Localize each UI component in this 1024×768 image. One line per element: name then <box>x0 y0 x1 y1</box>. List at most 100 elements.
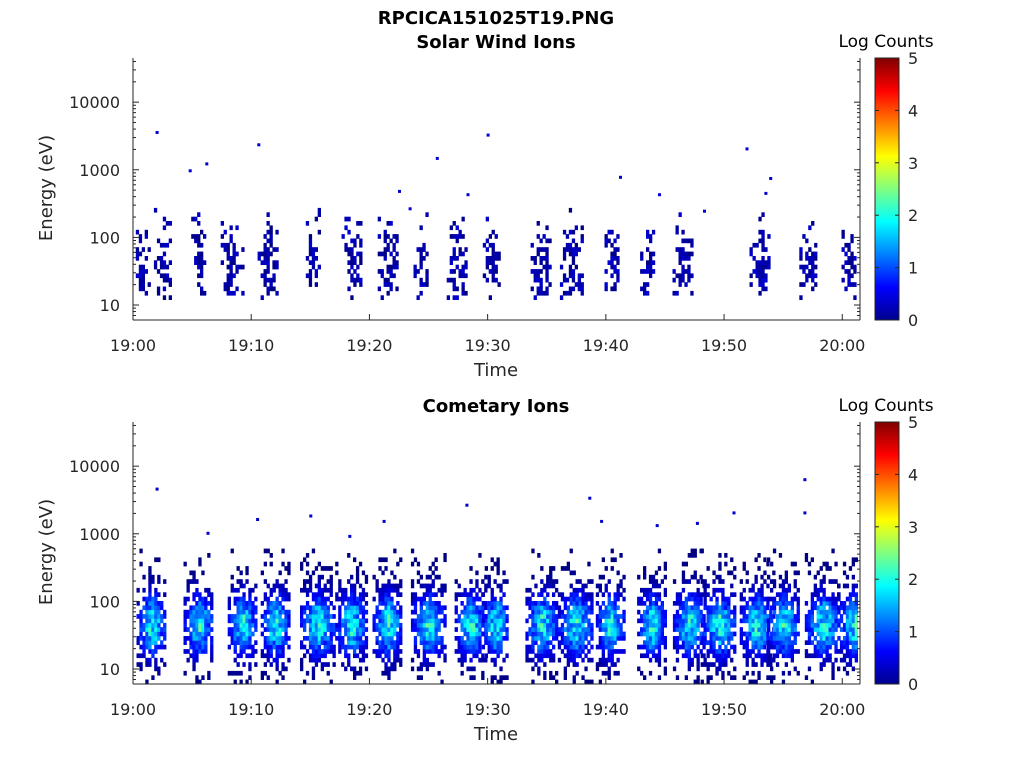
heatmap-cell <box>192 614 196 619</box>
heatmap-cell <box>851 627 855 632</box>
heatmap-cell <box>537 636 541 641</box>
heatmap-cell <box>772 627 777 632</box>
heatmap-cell <box>499 649 503 654</box>
heatmap-cell <box>851 583 855 589</box>
heatmap-cell <box>793 579 797 584</box>
heatmap-cell <box>703 596 707 602</box>
heatmap-cell <box>487 605 491 611</box>
heatmap-cell <box>657 675 662 680</box>
heatmap-cell <box>314 282 318 287</box>
heatmap-cell <box>555 579 559 584</box>
heatmap-cell <box>275 260 279 265</box>
heatmap-cell <box>601 609 605 615</box>
heatmap-cell <box>749 273 753 279</box>
heatmap-cell <box>361 640 366 645</box>
heatmap-cell <box>281 636 285 641</box>
heatmap-cell <box>847 277 851 283</box>
heatmap-cell <box>781 653 786 659</box>
heatmap-cell <box>142 636 146 641</box>
heatmap-cell <box>139 548 143 554</box>
heatmap-cell <box>162 251 167 257</box>
heatmap-cell <box>393 649 397 654</box>
heatmap-cell <box>601 644 605 650</box>
heatmap-cell <box>648 636 653 641</box>
heatmap-cell <box>802 264 806 270</box>
heatmap-cell <box>396 622 400 628</box>
heatmap-cell <box>699 649 703 654</box>
heatmap-cell <box>151 574 155 580</box>
heatmap-cell <box>751 587 755 593</box>
heatmap-cell <box>837 649 841 654</box>
heatmap-cell <box>311 631 316 637</box>
heatmap-cell <box>238 264 242 270</box>
heatmap-cell <box>537 601 541 606</box>
heatmap-cell <box>787 587 791 593</box>
heatmap-cell <box>770 631 774 637</box>
heatmap-cell <box>437 622 441 628</box>
heatmap-cell <box>712 622 716 628</box>
heatmap-cell <box>454 649 458 654</box>
heatmap-cell <box>760 636 764 641</box>
heatmap-cell <box>505 675 509 680</box>
heatmap-cell <box>266 247 270 252</box>
heatmap-cell <box>693 679 697 685</box>
heatmap-cell <box>317 596 321 602</box>
heatmap-cell <box>347 553 351 558</box>
heatmap-cell <box>848 592 853 597</box>
heatmap-cell <box>422 662 426 667</box>
heatmap-cell <box>434 601 438 606</box>
heatmap-cell <box>220 242 224 248</box>
heatmap-cell <box>478 640 482 645</box>
heatmap-cell <box>531 649 535 654</box>
heatmap-cell <box>350 251 354 257</box>
heatmap-cell <box>466 636 470 641</box>
heatmap-cell <box>272 587 276 593</box>
heatmap-cell <box>457 592 461 597</box>
heatmap-cell <box>757 622 761 628</box>
heatmap-cell <box>681 570 686 576</box>
heatmap-cell <box>839 614 844 619</box>
heatmap-cell <box>530 286 534 292</box>
heatmap-cell <box>410 618 415 624</box>
heatmap-cell <box>536 251 540 257</box>
heatmap-cell <box>548 282 552 287</box>
heatmap-cell <box>537 627 541 632</box>
heatmap-cell <box>233 657 237 663</box>
colorbar-label-cometary: Log Counts <box>838 396 933 416</box>
heatmap-cell <box>810 631 814 637</box>
heatmap-cell <box>853 295 857 300</box>
heatmap-cell <box>434 574 438 580</box>
heatmap-cell <box>490 675 494 680</box>
heatmap-cell <box>752 242 756 248</box>
heatmap-cell <box>575 609 579 615</box>
heatmap-cell <box>810 609 814 615</box>
heatmap-cell <box>825 618 829 624</box>
heatmap-cell <box>528 627 532 632</box>
heatmap-cell <box>607 622 611 628</box>
heatmap-cell <box>793 649 797 654</box>
scatter-point <box>600 519 604 523</box>
heatmap-cell <box>842 627 847 632</box>
heatmap-cell <box>525 631 529 637</box>
heatmap-cell <box>278 631 282 637</box>
heatmap-cell <box>387 675 391 680</box>
heatmap-cell <box>816 605 820 611</box>
heatmap-cell <box>640 670 644 676</box>
heatmap-cell <box>578 609 582 615</box>
heatmap-cell <box>828 609 832 615</box>
heatmap-cell <box>347 251 351 257</box>
heatmap-cell <box>390 636 394 641</box>
heatmap-cell <box>148 631 152 637</box>
heatmap-cell <box>816 614 820 619</box>
heatmap-cell <box>696 679 700 685</box>
heatmap-cell <box>754 662 758 667</box>
x-axis-label-solar-wind: Time <box>473 360 518 381</box>
heatmap-cell <box>675 225 679 231</box>
heatmap-cell <box>760 640 764 645</box>
heatmap-cell <box>742 614 746 619</box>
heatmap-cell <box>772 601 777 606</box>
heatmap-cell <box>478 553 482 558</box>
heatmap-cell <box>399 592 403 597</box>
heatmap-cell <box>469 618 473 624</box>
heatmap-cell <box>819 627 823 632</box>
